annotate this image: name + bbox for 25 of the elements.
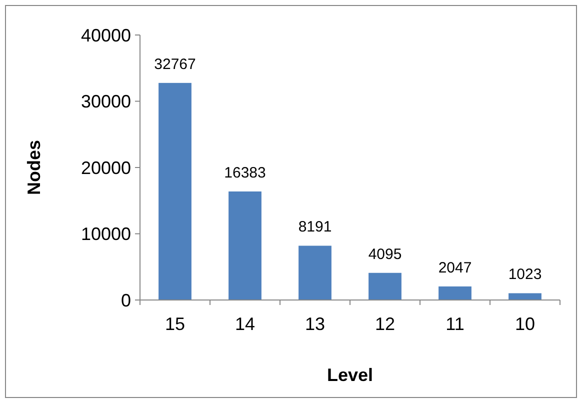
x-tick-label: 15: [164, 314, 186, 334]
bar: [368, 272, 402, 300]
y-tick-label: 10000: [80, 224, 131, 244]
bar: [438, 286, 472, 300]
data-label: 16383: [224, 164, 266, 182]
x-tick-label: 11: [446, 314, 464, 334]
x-axis-title: Level: [326, 365, 374, 385]
data-label: 4095: [368, 246, 402, 263]
bar: [158, 82, 192, 300]
x-tick-label: 13: [304, 314, 326, 334]
data-label: 8191: [298, 218, 332, 236]
y-tick-label: 0: [120, 290, 131, 310]
data-label: 32767: [154, 56, 196, 73]
data-label: 1023: [508, 266, 542, 284]
data-label: 2047: [438, 259, 472, 276]
bar: [508, 293, 542, 300]
y-axis-title: Nodes: [24, 140, 44, 196]
x-tick-label: 14: [234, 314, 256, 334]
x-tick-label: 10: [514, 314, 536, 334]
x-tick-label: 12: [374, 314, 396, 334]
y-tick-label: 40000: [80, 25, 131, 46]
bar: [298, 246, 332, 300]
bar: [228, 191, 262, 300]
y-tick-label: 20000: [80, 158, 131, 178]
y-tick-label: 30000: [80, 92, 131, 112]
